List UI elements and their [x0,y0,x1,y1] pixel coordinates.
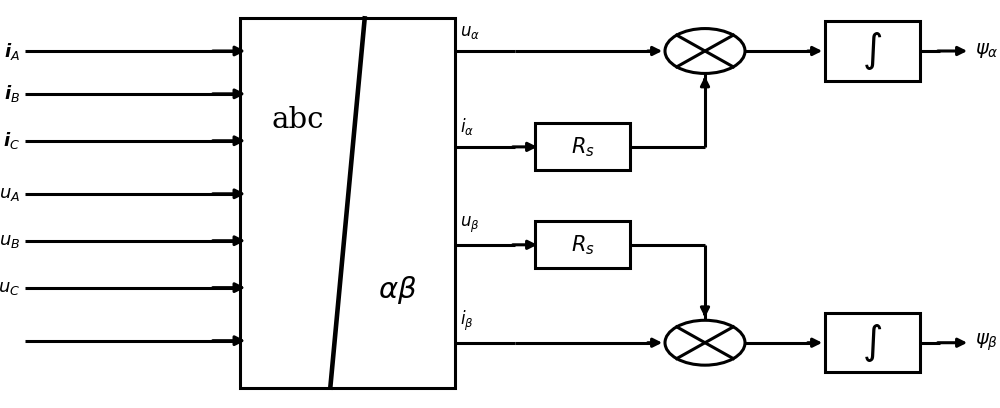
Bar [535,124,630,171]
Ellipse shape [665,29,745,73]
Text: $R_s$: $R_s$ [571,135,594,159]
Bar [825,21,920,81]
Text: $\psi_{\beta}$: $\psi_{\beta}$ [975,332,998,353]
Text: $u_C$: $u_C$ [0,279,20,297]
Text: abc: abc [272,106,324,134]
Text: $u_B$: $u_B$ [0,232,20,250]
Text: $R_s$: $R_s$ [571,233,594,257]
Text: $u_A$: $u_A$ [0,185,20,203]
Text: $\psi_{\alpha}$: $\psi_{\alpha}$ [975,42,999,60]
Bar [240,18,455,388]
Bar [825,313,920,372]
Text: $\int$: $\int$ [862,30,883,72]
Text: $u_{\alpha}$: $u_{\alpha}$ [460,24,480,41]
Text: $-$: $-$ [669,54,685,72]
Text: $-$: $-$ [669,322,685,339]
Text: $i_{\alpha}$: $i_{\alpha}$ [460,116,474,137]
Text: $\boldsymbol{i}_C$: $\boldsymbol{i}_C$ [3,130,20,151]
Ellipse shape [665,320,745,365]
Text: $u_{\beta}$: $u_{\beta}$ [460,214,480,235]
Text: $\alpha\beta$: $\alpha\beta$ [378,274,416,306]
Bar [535,221,630,268]
Text: $\boldsymbol{i}_A$: $\boldsymbol{i}_A$ [4,40,20,62]
Text: $\boldsymbol{i}_B$: $\boldsymbol{i}_B$ [4,83,20,104]
Text: $i_{\beta}$: $i_{\beta}$ [460,308,474,333]
Text: $\int$: $\int$ [862,322,883,364]
